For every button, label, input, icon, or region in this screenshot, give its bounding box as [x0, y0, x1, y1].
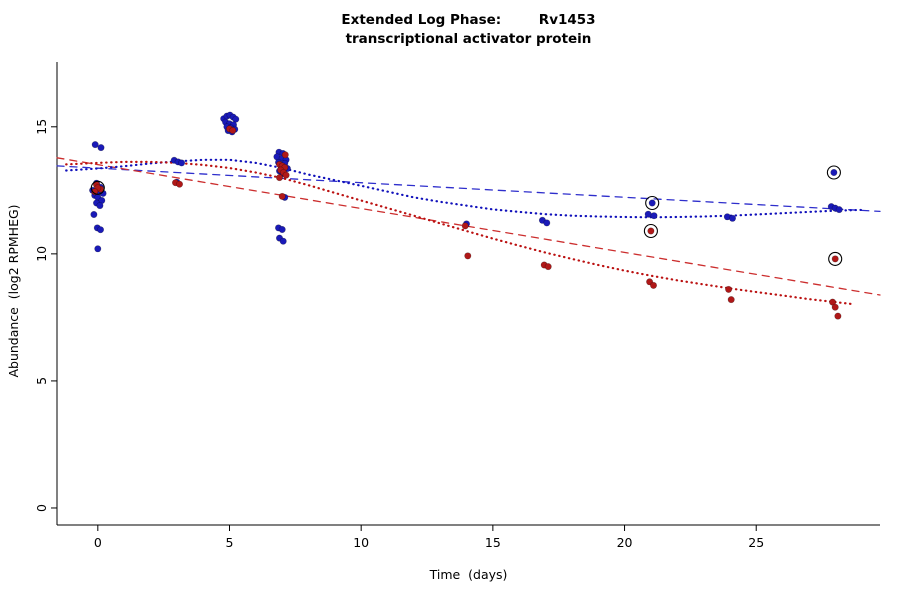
x-axis-label: Time (days): [429, 567, 508, 582]
x-tick-label: 25: [748, 535, 764, 550]
data-point-red: [176, 180, 184, 188]
data-point-red: [831, 255, 839, 263]
data-point-red: [281, 151, 289, 159]
data-point-red: [831, 303, 839, 311]
x-tick-label: 10: [353, 535, 369, 550]
data-point-red: [834, 312, 842, 320]
y-tick-label: 0: [34, 504, 49, 512]
data-point-blue: [178, 159, 186, 167]
x-tick-label: 0: [94, 535, 102, 550]
x-tick-label: 15: [485, 535, 501, 550]
outlier-ring: [645, 195, 660, 211]
data-point-red: [91, 188, 99, 196]
y-tick-label: 5: [34, 377, 49, 385]
x-tick-label: 5: [226, 535, 234, 550]
data-point-blue: [644, 210, 652, 218]
data-point-blue: [96, 202, 104, 210]
data-point-red: [727, 296, 735, 304]
data-point-blue: [728, 214, 736, 222]
x-tick-label: 20: [617, 535, 633, 550]
data-point-blue: [97, 226, 105, 234]
blue-linear-trend-dashed: [56, 165, 881, 213]
data-point-red: [725, 285, 733, 293]
data-point-blue: [278, 226, 286, 234]
outlier-ring: [828, 251, 843, 266]
data-point-blue: [650, 212, 658, 220]
data-point-blue: [91, 141, 99, 149]
data-point-blue: [97, 144, 105, 152]
data-point-blue: [94, 245, 102, 253]
data-point-red: [829, 298, 837, 306]
data-point-blue: [90, 211, 98, 219]
red-linear-trend-dashed: [56, 157, 881, 296]
y-tick-label: 15: [34, 119, 49, 135]
chart-title: Extended Log Phase: Rv1453: [341, 12, 596, 28]
data-point-red: [278, 192, 286, 200]
data-point-red: [282, 171, 290, 179]
data-point-red: [464, 252, 472, 260]
data-point-red: [275, 174, 283, 182]
data-point-blue: [232, 115, 240, 123]
outlier-ring: [90, 180, 105, 195]
outlier-ring: [826, 165, 841, 180]
data-point-red: [647, 227, 655, 235]
data-point-red: [229, 126, 237, 134]
chart-subtitle: transcriptional activator protein: [345, 31, 592, 47]
outlier-ring: [643, 223, 658, 239]
data-point-blue: [835, 206, 843, 214]
data-point-red: [649, 281, 657, 289]
data-point-red: [461, 222, 469, 230]
data-point-red: [544, 263, 552, 271]
data-point-blue: [648, 199, 656, 207]
y-tick-label: 10: [34, 246, 49, 262]
data-point-blue: [279, 237, 287, 245]
red-loess-trend-dotted: [65, 160, 853, 305]
data-point-blue: [543, 219, 551, 227]
y-axis-label: Abundance (log2 RPMHEG): [6, 204, 21, 378]
data-point-blue: [830, 169, 838, 177]
